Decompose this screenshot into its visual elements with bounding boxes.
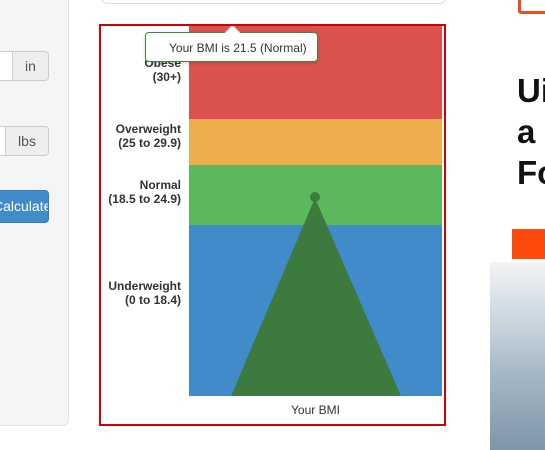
bmi-chart-svg bbox=[189, 26, 442, 396]
bmi-marker-point[interactable] bbox=[310, 192, 320, 202]
band-label-underweight-range: (0 to 18.4) bbox=[124, 293, 181, 307]
ad-logo bbox=[518, 0, 545, 14]
ad-cta-button[interactable] bbox=[512, 229, 545, 259]
bmi-chart: Obese (30+) Overweight (25 to 29.9) Norm… bbox=[99, 24, 446, 426]
band-label-underweight: Underweight (0 to 18.4) bbox=[103, 279, 181, 307]
bmi-marker-area bbox=[231, 198, 401, 396]
band-label-overweight-name: Overweight bbox=[115, 122, 181, 136]
ad-headline: Ui a Fo bbox=[517, 70, 545, 193]
ad-headline-line-3: Fo bbox=[517, 154, 545, 191]
height-input[interactable] bbox=[0, 51, 13, 81]
band-label-overweight-range: (25 to 29.9) bbox=[118, 136, 181, 150]
bmi-tooltip-text: Your BMI is 21.5 (Normal) bbox=[169, 41, 307, 55]
band-label-normal-range: (18.5 to 24.9) bbox=[108, 192, 181, 206]
ad-image bbox=[490, 262, 545, 450]
calculate-button[interactable]: Calculate bbox=[0, 190, 49, 223]
result-box-top bbox=[101, 0, 446, 4]
band-label-normal: Normal (18.5 to 24.9) bbox=[103, 178, 181, 206]
ad-headline-line-2: a bbox=[517, 113, 536, 150]
band-overweight bbox=[189, 119, 442, 165]
height-unit-addon: in bbox=[12, 51, 49, 81]
weight-unit-addon: lbs bbox=[5, 126, 49, 156]
band-label-normal-name: Normal bbox=[139, 178, 181, 192]
x-axis-label: Your BMI bbox=[291, 403, 340, 417]
ad-headline-line-1: Ui bbox=[517, 72, 545, 109]
ad-panel[interactable]: Ui a Fo bbox=[490, 0, 545, 450]
band-label-overweight: Overweight (25 to 29.9) bbox=[103, 122, 181, 150]
band-label-underweight-name: Underweight bbox=[108, 279, 181, 293]
band-label-obese-range: (30+) bbox=[152, 70, 181, 84]
bmi-tooltip: Your BMI is 21.5 (Normal) bbox=[145, 26, 318, 62]
